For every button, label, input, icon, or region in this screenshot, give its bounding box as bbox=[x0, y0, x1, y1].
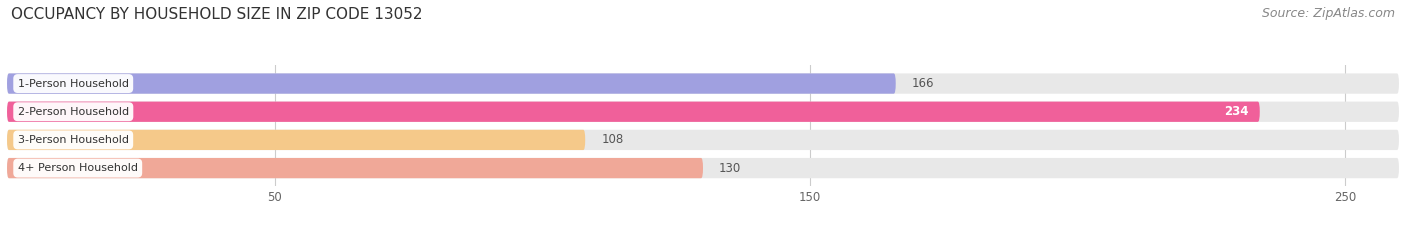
Text: 234: 234 bbox=[1225, 105, 1249, 118]
Text: Source: ZipAtlas.com: Source: ZipAtlas.com bbox=[1261, 7, 1395, 20]
Text: 166: 166 bbox=[912, 77, 935, 90]
FancyBboxPatch shape bbox=[7, 102, 1260, 122]
FancyBboxPatch shape bbox=[7, 130, 585, 150]
FancyBboxPatch shape bbox=[7, 158, 1399, 178]
Text: 2-Person Household: 2-Person Household bbox=[18, 107, 129, 117]
FancyBboxPatch shape bbox=[7, 102, 1399, 122]
Text: 1-Person Household: 1-Person Household bbox=[18, 79, 129, 89]
FancyBboxPatch shape bbox=[7, 130, 1399, 150]
Text: 3-Person Household: 3-Person Household bbox=[18, 135, 129, 145]
Text: 108: 108 bbox=[602, 134, 623, 146]
Text: OCCUPANCY BY HOUSEHOLD SIZE IN ZIP CODE 13052: OCCUPANCY BY HOUSEHOLD SIZE IN ZIP CODE … bbox=[11, 7, 423, 22]
Text: 4+ Person Household: 4+ Person Household bbox=[18, 163, 138, 173]
FancyBboxPatch shape bbox=[7, 73, 896, 94]
Text: 130: 130 bbox=[718, 161, 741, 175]
FancyBboxPatch shape bbox=[7, 73, 1399, 94]
FancyBboxPatch shape bbox=[7, 158, 703, 178]
